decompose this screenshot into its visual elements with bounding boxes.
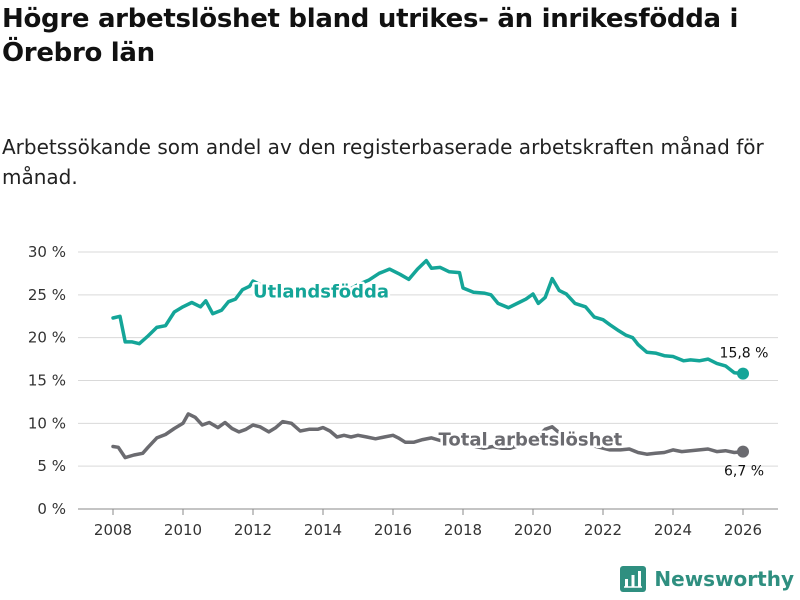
bar-chart-logo-icon: [620, 566, 647, 592]
series-labels: 15,8 % 6,7 % Utlandsfödda Total arbetslöshe…: [251, 279, 769, 480]
end-marker-total: [737, 445, 749, 458]
x-tick-label: 2010: [164, 521, 202, 539]
x-tick-label: 2012: [234, 521, 272, 539]
series-line-total: [111, 412, 745, 460]
series-line-utlandsfodda: [111, 258, 745, 376]
end-value-label: 6,7 %: [724, 464, 764, 480]
x-tick-label: 2018: [444, 521, 482, 539]
x-tick-label: 2026: [724, 521, 762, 539]
y-tick-label: 5 %: [37, 457, 66, 475]
brand-name: Newsworthy: [654, 567, 794, 591]
x-axis-ticks: 2008 2010 2012 2014 2016 2018 2020 2022 2024 2026: [94, 509, 762, 539]
series-label-utlandsfodda: Utlandsfödda: [253, 281, 389, 302]
grid-lines: [78, 251, 778, 510]
series-label-total: Total arbetslöshet: [439, 430, 623, 451]
brand[interactable]: Newsworthy: [620, 564, 794, 594]
x-tick-label: 2020: [514, 521, 552, 539]
y-tick-label: 20 %: [28, 329, 66, 347]
end-value-label: 15,8 %: [720, 346, 769, 362]
series-group: [111, 258, 749, 460]
x-tick-label: 2022: [584, 521, 622, 539]
y-tick-label: 10 %: [28, 414, 66, 432]
x-tick-label: 2024: [654, 521, 692, 539]
x-tick-label: 2016: [374, 521, 412, 539]
end-marker-utlandsfodda: [737, 367, 749, 380]
x-tick-label: 2014: [304, 521, 342, 539]
y-tick-label: 30 %: [28, 243, 66, 261]
y-axis-ticks: 0 % 5 % 10 % 15 % 20 % 25 % 30 %: [28, 243, 66, 518]
y-tick-label: 25 %: [28, 286, 66, 304]
x-tick-label: 2008: [94, 521, 132, 539]
y-tick-label: 0 %: [37, 500, 66, 518]
y-tick-label: 15 %: [28, 372, 66, 390]
chart-subtitle: Arbetssökande som andel av den registerb…: [2, 135, 764, 189]
chart-title: Högre arbetslöshet bland utrikes- än inr…: [2, 4, 739, 68]
